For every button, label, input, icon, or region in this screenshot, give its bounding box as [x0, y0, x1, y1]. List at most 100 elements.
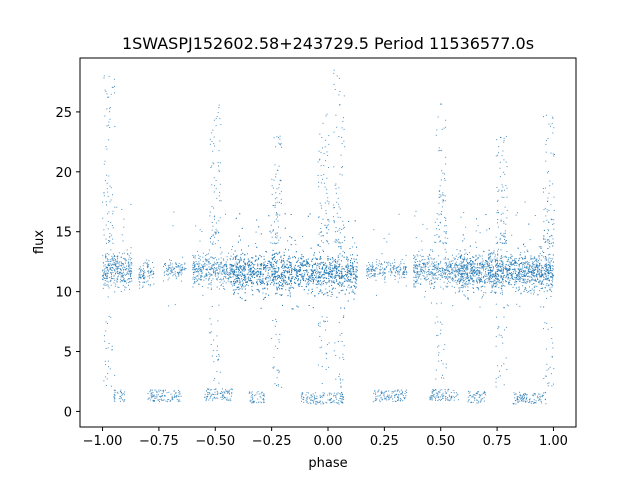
data-point: [534, 215, 536, 216]
data-point: [414, 265, 416, 267]
data-point: [384, 278, 386, 280]
data-point: [498, 281, 500, 283]
data-point: [538, 255, 540, 256]
data-point: [177, 272, 179, 274]
data-point: [472, 280, 474, 282]
data-point: [168, 305, 169, 307]
data-point: [313, 254, 315, 256]
data-point: [318, 275, 320, 277]
data-point: [258, 271, 260, 273]
data-point: [267, 284, 269, 285]
data-point: [259, 275, 261, 277]
data-point: [112, 259, 114, 261]
data-point: [483, 276, 485, 277]
data-point: [350, 260, 352, 262]
data-point: [231, 270, 233, 272]
data-point: [451, 271, 453, 273]
data-point: [288, 256, 290, 258]
data-point: [449, 266, 451, 268]
data-point: [449, 276, 451, 278]
data-point: [336, 296, 338, 298]
data-point: [497, 280, 498, 282]
data-point: [207, 253, 209, 255]
data-point: [257, 268, 259, 269]
data-point: [263, 255, 265, 257]
data-point: [374, 275, 376, 277]
data-point: [339, 285, 341, 287]
data-point: [374, 269, 376, 271]
data-point: [446, 263, 447, 265]
data-point: [301, 256, 303, 258]
data-point: [172, 275, 174, 277]
data-point: [212, 268, 214, 270]
data-point: [485, 279, 487, 281]
data-point: [217, 273, 219, 274]
data-point: [433, 266, 434, 267]
data-point: [347, 267, 349, 269]
data-point: [213, 268, 215, 270]
data-point: [381, 253, 383, 255]
data-point: [532, 262, 534, 264]
data-point: [123, 218, 125, 220]
data-point: [222, 267, 224, 269]
data-point: [238, 281, 240, 283]
data-point: [108, 287, 110, 289]
data-point: [111, 264, 113, 266]
data-point: [308, 276, 310, 278]
data-point: [479, 271, 481, 273]
data-point: [521, 278, 523, 279]
data-point: [391, 262, 393, 264]
data-point: [503, 307, 505, 309]
data-point: [238, 262, 240, 264]
data-point: [219, 264, 221, 266]
data-point: [461, 263, 463, 265]
data-point: [530, 271, 532, 273]
data-point: [123, 279, 125, 281]
data-point: [199, 259, 201, 261]
data-point: [538, 282, 540, 284]
data-point: [531, 261, 533, 263]
data-point: [236, 267, 238, 269]
data-point: [274, 272, 276, 274]
data-point: [462, 276, 464, 278]
data-point: [531, 270, 533, 272]
data-point: [496, 283, 498, 285]
data-point: [330, 274, 332, 276]
data-point: [473, 272, 475, 274]
data-point: [235, 281, 237, 283]
data-point: [260, 264, 262, 265]
data-point: [451, 280, 453, 282]
data-point: [448, 280, 450, 282]
data-point: [499, 279, 501, 281]
data-point: [290, 280, 292, 282]
data-point: [443, 273, 445, 275]
data-point: [522, 263, 524, 265]
data-point: [258, 226, 260, 228]
data-point: [224, 288, 226, 290]
data-point: [238, 274, 240, 276]
data-point: [376, 268, 378, 270]
data-point: [164, 263, 166, 265]
data-point: [178, 273, 179, 275]
data-point: [341, 266, 343, 268]
data-point: [240, 281, 242, 283]
data-point: [240, 265, 242, 267]
data-point: [380, 266, 381, 268]
data-point: [491, 262, 493, 263]
data-point: [291, 274, 293, 275]
data-point: [404, 266, 406, 268]
data-point: [231, 283, 233, 285]
data-point: [225, 272, 227, 274]
data-point: [291, 270, 293, 272]
data-point: [290, 273, 292, 275]
data-point: [545, 262, 547, 264]
data-point: [288, 289, 290, 291]
data-point: [356, 246, 357, 248]
data-point: [110, 269, 112, 270]
data-point: [367, 268, 369, 270]
data-point: [116, 261, 118, 263]
data-point: [431, 263, 433, 265]
data-point: [489, 256, 491, 258]
data-point: [536, 271, 538, 273]
data-point: [118, 287, 120, 288]
